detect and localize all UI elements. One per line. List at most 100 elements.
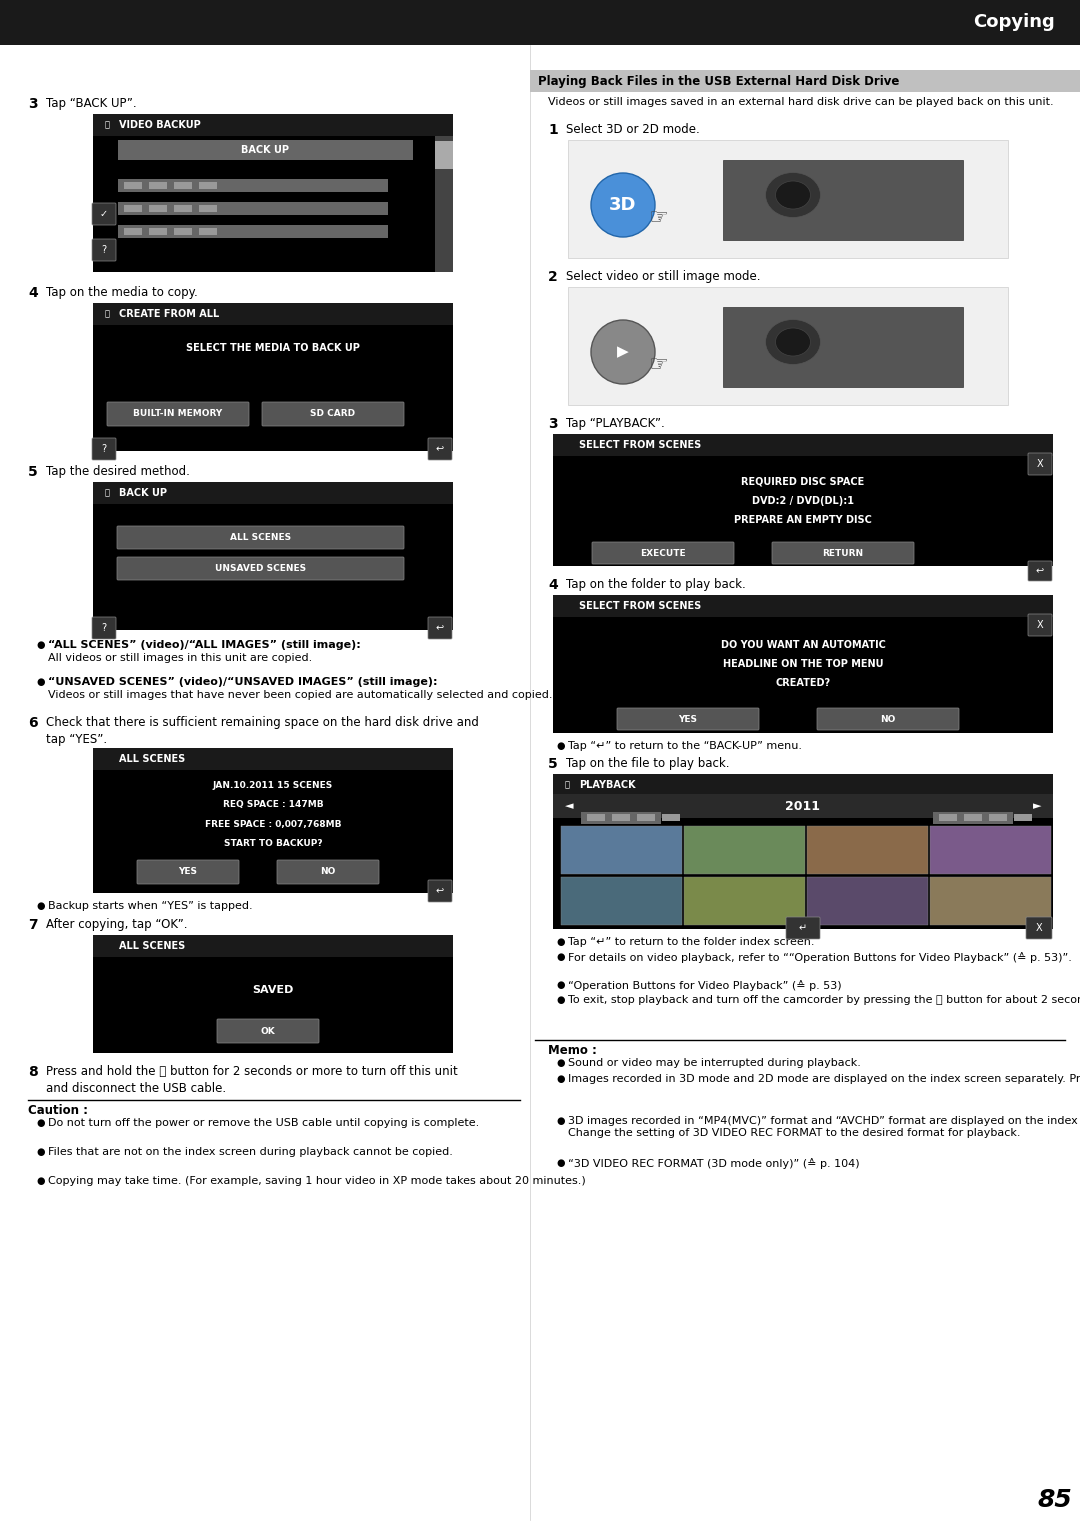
Text: Copying: Copying [973,14,1055,31]
Text: JAN.10.2011 15 SCENES: JAN.10.2011 15 SCENES [213,782,333,791]
Bar [989,814,1007,822]
Text: CREATE FROM ALL: CREATE FROM ALL [119,308,219,319]
Bar [553,774,1053,928]
Text: ●: ● [556,951,565,962]
Text: 3D: 3D [609,195,637,214]
Text: ↩: ↩ [436,623,444,634]
Text: Tap on the media to copy.: Tap on the media to copy. [46,286,198,299]
Text: 3D images recorded in “MP4(MVC)” format and “AVCHD” format are displayed on the : 3D images recorded in “MP4(MVC)” format … [568,1116,1080,1138]
Bar [435,136,453,272]
Text: 🎥: 🎥 [105,310,109,319]
Bar [93,115,453,272]
Bar [93,748,453,893]
Text: ?: ? [102,444,107,454]
Text: ALL SCENES: ALL SCENES [119,941,186,951]
FancyBboxPatch shape [92,240,116,261]
Bar [1014,814,1032,822]
Bar [93,115,453,136]
Text: Tap “BACK UP”.: Tap “BACK UP”. [46,98,137,110]
Text: For details on video playback, refer to ““Operation Buttons for Video Playback” : For details on video playback, refer to … [568,951,1071,964]
Bar [933,812,1013,825]
Text: Check that there is sufficient remaining space on the hard disk drive and
tap “Y: Check that there is sufficient remaining… [46,716,478,747]
FancyBboxPatch shape [428,880,453,902]
FancyBboxPatch shape [786,918,820,939]
Text: 8: 8 [28,1064,38,1080]
FancyBboxPatch shape [276,860,379,884]
Bar [93,748,453,770]
Text: START TO BACKUP?: START TO BACKUP? [224,838,322,847]
Text: ?: ? [102,244,107,255]
Bar [93,935,453,1054]
Bar [93,302,453,325]
Text: ●: ● [556,996,565,1005]
Text: ●: ● [556,1116,565,1125]
FancyBboxPatch shape [107,402,249,426]
Text: 2: 2 [548,270,557,284]
Text: VIDEO BACKUP: VIDEO BACKUP [119,121,201,130]
Text: Videos or still images that have never been copied are automatically selected an: Videos or still images that have never b… [48,690,553,699]
FancyBboxPatch shape [1026,918,1052,939]
FancyBboxPatch shape [617,709,759,730]
Bar [553,434,1053,457]
Text: OK: OK [260,1026,275,1035]
FancyBboxPatch shape [1028,614,1052,637]
Text: YES: YES [678,715,698,724]
Text: CREATED?: CREATED? [775,678,831,689]
Bar [930,826,1051,873]
Bar [553,596,1053,617]
Bar [174,182,192,189]
Ellipse shape [775,328,810,356]
Text: 🎥: 🎥 [105,489,109,498]
Bar [174,228,192,235]
Ellipse shape [766,319,821,365]
Text: All videos or still images in this unit are copied.: All videos or still images in this unit … [48,654,312,663]
Bar [684,876,805,925]
Text: 5: 5 [28,466,38,479]
Bar [553,794,1053,818]
Text: EXECUTE: EXECUTE [640,548,686,557]
Text: 🎥: 🎥 [105,121,109,130]
Text: SELECT FROM SCENES: SELECT FROM SCENES [579,440,701,450]
Bar [561,826,681,873]
Text: 1: 1 [548,124,557,137]
FancyBboxPatch shape [92,438,116,460]
Bar [93,483,453,631]
Bar [149,182,167,189]
Bar [124,182,141,189]
Ellipse shape [766,173,821,217]
Text: “Operation Buttons for Video Playback” (≙ p. 53): “Operation Buttons for Video Playback” (… [568,980,841,991]
Bar [807,876,928,925]
Text: REQ SPACE : 147MB: REQ SPACE : 147MB [222,800,323,809]
Text: 4: 4 [28,286,38,299]
Bar [174,205,192,212]
Text: After copying, tap “OK”.: After copying, tap “OK”. [46,918,188,931]
Text: UNSAVED SCENES: UNSAVED SCENES [215,563,306,573]
Bar [553,434,1053,567]
Bar [530,70,1080,92]
Text: 2011: 2011 [785,800,821,812]
FancyBboxPatch shape [262,402,404,426]
Bar [199,228,217,235]
Text: SD CARD: SD CARD [310,409,355,418]
Bar [723,160,963,240]
Text: 85: 85 [1038,1487,1072,1512]
Bar [118,202,388,215]
FancyBboxPatch shape [428,438,453,460]
Text: ●: ● [36,1118,44,1128]
Text: Memo :: Memo : [548,1044,597,1057]
Text: ▶: ▶ [617,345,629,359]
Bar [964,814,982,822]
Ellipse shape [775,182,810,209]
Bar [723,307,963,386]
Text: ●: ● [36,676,44,687]
FancyBboxPatch shape [1028,560,1052,580]
Bar [93,483,453,504]
Text: BACK UP: BACK UP [241,145,289,156]
Text: Tap the desired method.: Tap the desired method. [46,466,190,478]
Text: ●: ● [36,1147,44,1157]
Text: 🎥: 🎥 [565,780,569,789]
Text: SELECT THE MEDIA TO BACK UP: SELECT THE MEDIA TO BACK UP [186,344,360,353]
Bar [118,140,413,160]
FancyBboxPatch shape [428,617,453,638]
Text: 6: 6 [28,716,38,730]
